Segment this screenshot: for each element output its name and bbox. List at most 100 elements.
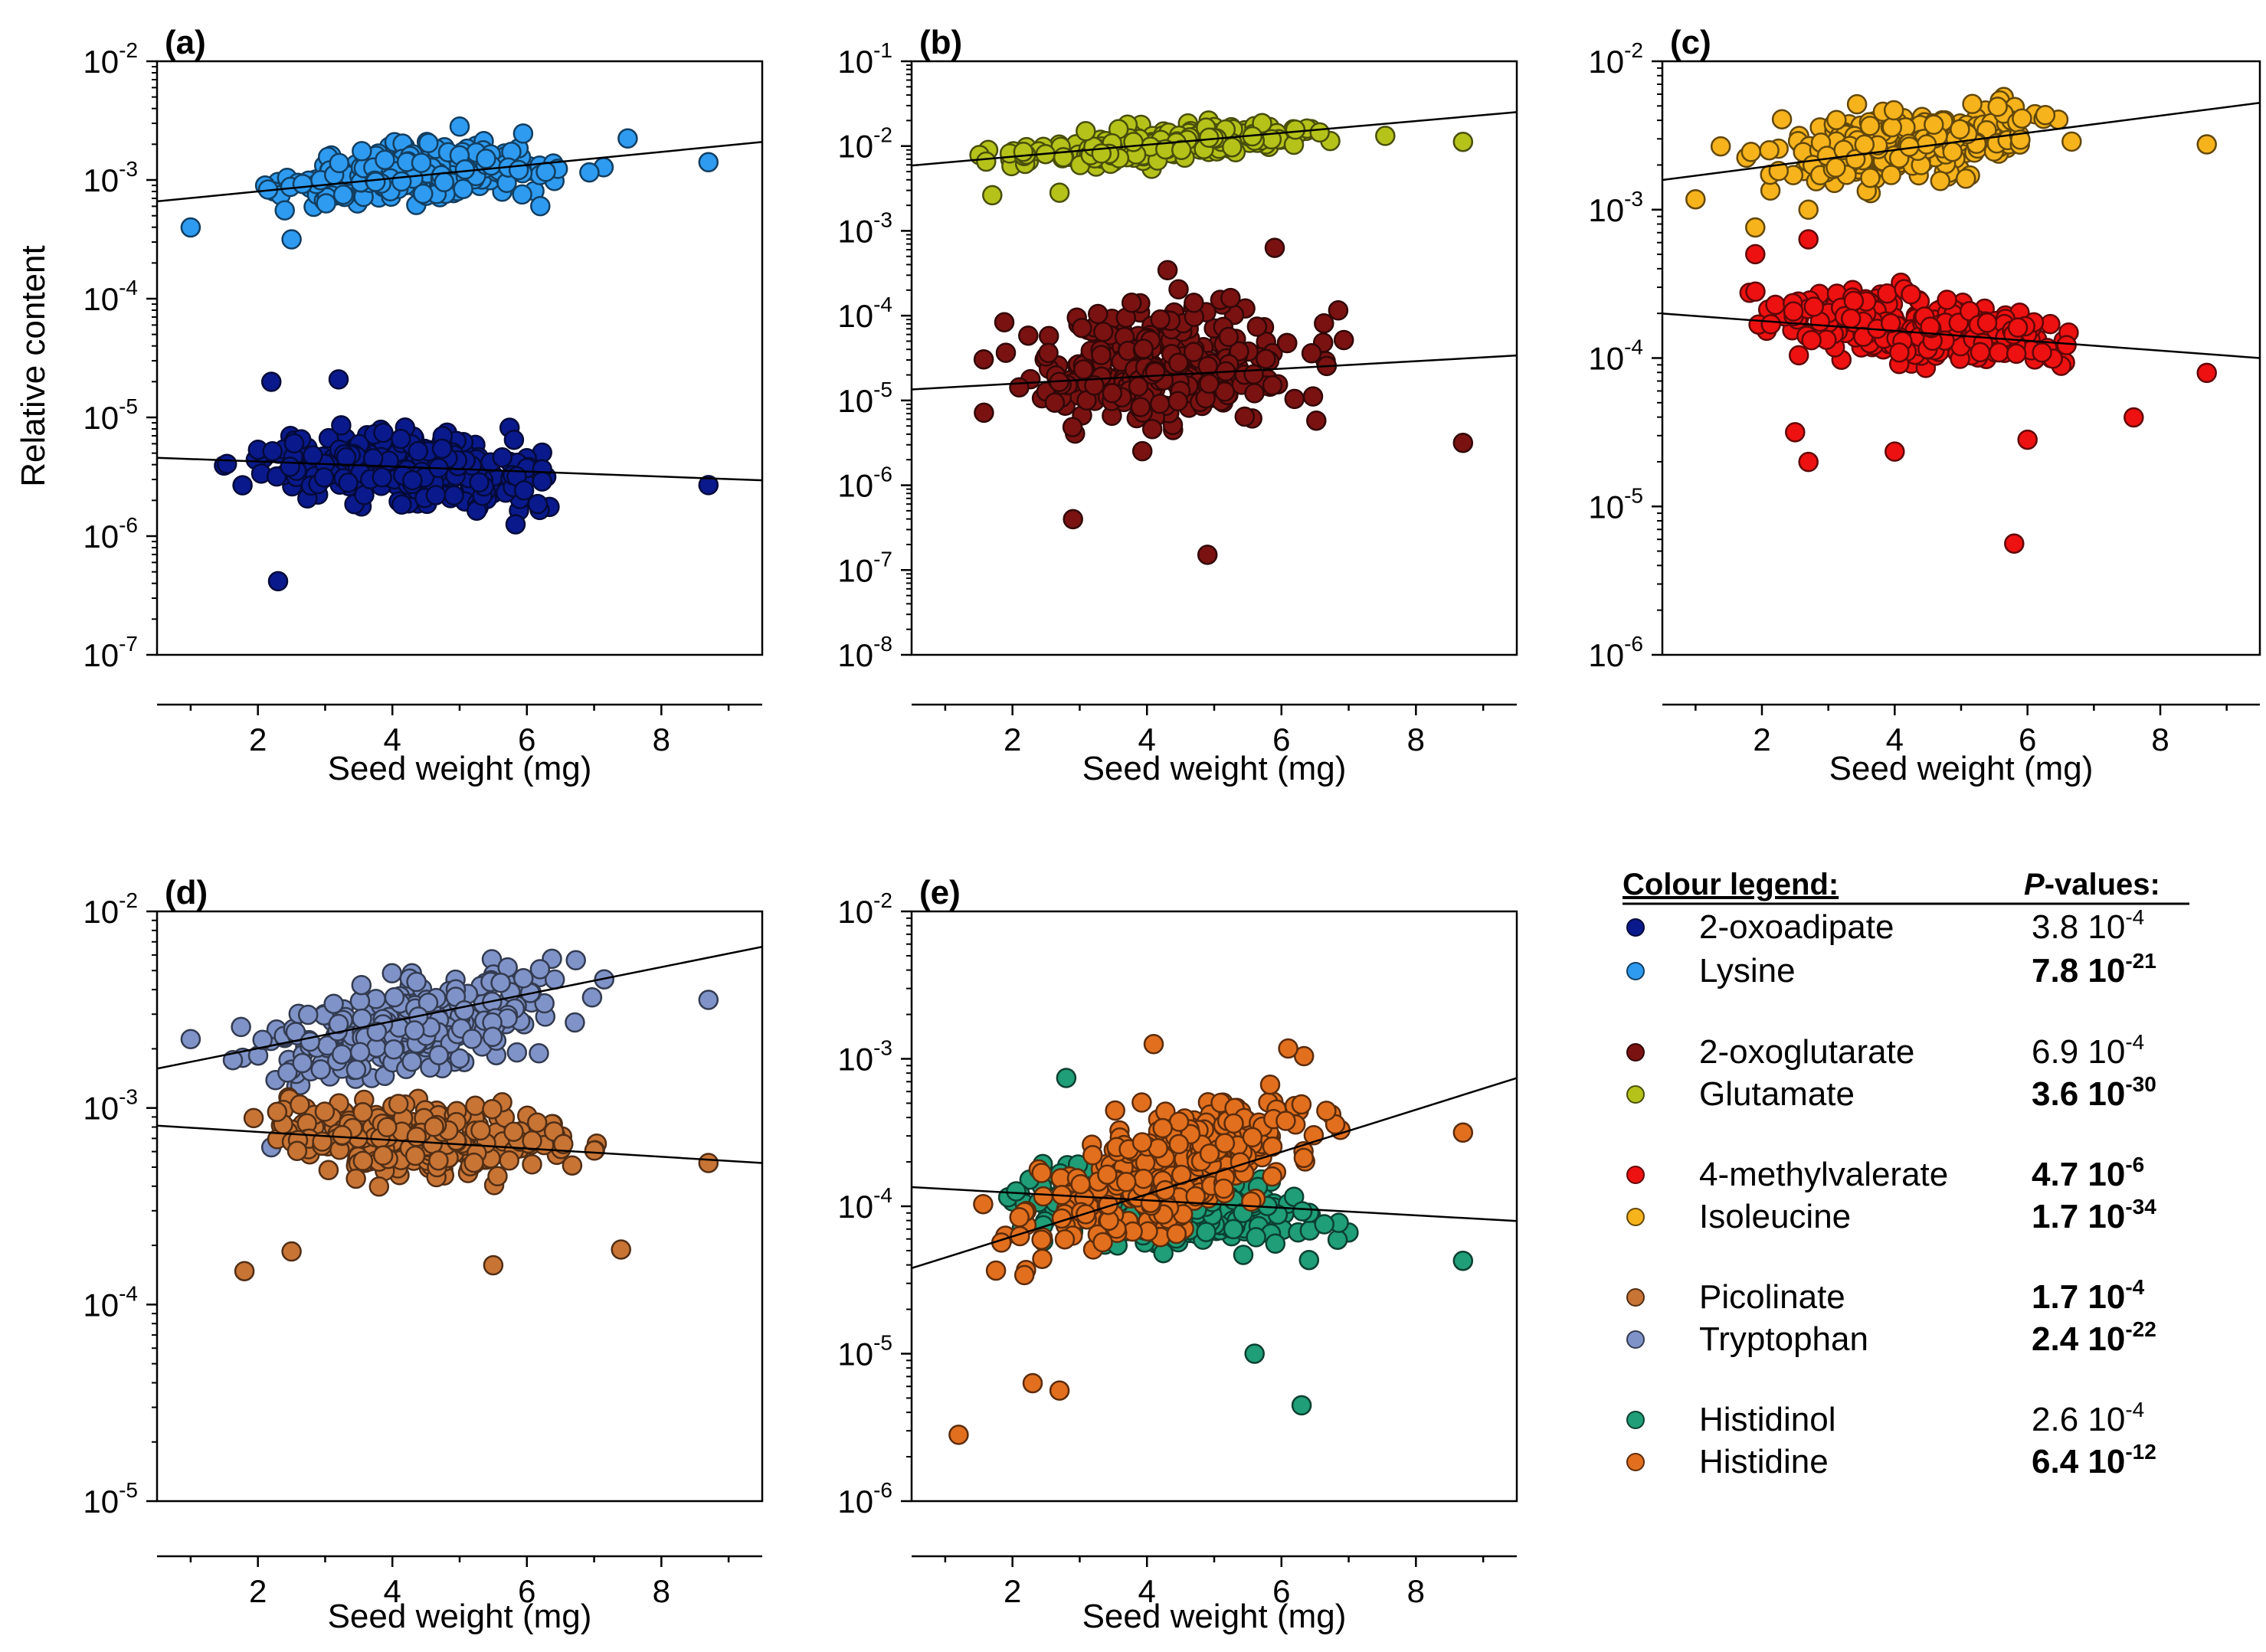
data-point <box>454 159 476 180</box>
data-point <box>303 445 323 466</box>
data-point <box>352 1101 373 1123</box>
data-point <box>352 141 372 162</box>
data-point <box>1740 142 1762 162</box>
legend-row: Histidinol 2.6 10-4 <box>1626 1398 2144 1438</box>
y-tick-label: 10-6 <box>83 513 138 554</box>
data-point <box>463 1152 484 1173</box>
plot-frame <box>910 60 1518 656</box>
plot-frame <box>156 910 764 1503</box>
data-point <box>411 152 432 173</box>
data-point <box>1220 287 1241 309</box>
data-point <box>1452 1122 1474 1143</box>
data-point <box>1826 157 1846 178</box>
legend-marker <box>1626 962 1645 980</box>
data-point <box>512 184 532 205</box>
data-point <box>1233 1245 1254 1265</box>
data-point <box>454 1000 475 1021</box>
data-point <box>402 469 423 491</box>
legend-pvalue: 7.8 10-21 <box>2032 949 2156 990</box>
y-tick-label: 10-6 <box>1588 632 1643 673</box>
data-point <box>281 229 302 250</box>
data-point <box>449 1048 470 1069</box>
panel-d: (d) 10-5 10-4 10-3 10-2 2 4 6 8 Seed weight (mg) <box>83 874 764 1635</box>
data-point <box>1854 134 1875 155</box>
data-point <box>482 1026 503 1048</box>
data-point <box>505 514 526 535</box>
legend-row: Picolinate 1.7 10-4 <box>1626 1275 2145 1316</box>
y-tick-label: 10-2 <box>837 123 892 165</box>
data-point <box>1214 381 1236 402</box>
data-point <box>1098 1194 1118 1215</box>
data-point <box>2012 108 2032 129</box>
x-tick-label: 4 <box>1886 721 1904 757</box>
data-point <box>329 152 350 174</box>
data-point <box>1168 352 1189 373</box>
data-point <box>1022 1372 1043 1394</box>
x-tick-label: 8 <box>653 1573 670 1609</box>
data-point <box>1076 121 1096 142</box>
data-point <box>508 159 529 181</box>
data-point <box>388 1094 409 1114</box>
data-point <box>1801 329 1822 351</box>
data-point <box>512 968 534 989</box>
data-point <box>1783 301 1804 322</box>
data-point <box>1788 345 1809 366</box>
data-point <box>1013 1264 1035 1286</box>
data-point <box>1301 342 1322 364</box>
data-point <box>332 184 354 205</box>
data-point <box>1102 383 1123 404</box>
data-point <box>1316 1101 1337 1121</box>
data-point <box>1143 1034 1164 1055</box>
data-point <box>698 1153 719 1173</box>
data-point <box>345 1168 366 1189</box>
data-point <box>1049 1380 1070 1401</box>
series-4-methylvalerate <box>1739 229 2217 554</box>
data-point <box>424 1117 444 1137</box>
legend-name: 2-oxoglutarate <box>1699 1033 1914 1071</box>
data-point <box>974 402 994 424</box>
data-point <box>1049 182 1070 203</box>
data-point <box>1166 1223 1187 1245</box>
data-point <box>331 1044 352 1065</box>
data-point <box>368 1176 390 1197</box>
data-points <box>912 1034 1517 1445</box>
x-tick-label: 4 <box>384 1573 401 1609</box>
x-tick-label: 8 <box>653 721 670 757</box>
data-point <box>482 1098 503 1120</box>
data-point <box>365 172 386 192</box>
y-tick-label: 10-3 <box>83 1085 138 1127</box>
data-point <box>260 371 282 392</box>
data-point <box>1091 345 1112 365</box>
data-point <box>1054 1228 1076 1250</box>
data-point <box>316 193 336 214</box>
legend-row: 4-methylvalerate 4.7 10-6 <box>1626 1153 2144 1193</box>
data-point <box>1070 1173 1091 1195</box>
data-point <box>1989 342 2009 363</box>
data-point <box>243 1107 264 1129</box>
data-point <box>1168 279 1189 300</box>
data-point <box>267 571 289 592</box>
data-point <box>1314 312 1334 334</box>
data-point <box>1859 116 1881 136</box>
panel-b: (b) 10-8 10-7 10-6 10-5 10-4 10-3 10-2 10-1 2 4 6 8 S… <box>837 24 1518 787</box>
data-point <box>280 456 300 477</box>
data-point <box>1157 260 1178 280</box>
data-point <box>1293 1147 1315 1169</box>
legend-name: 2-oxoadipate <box>1699 908 1894 946</box>
y-tick-label: 10-2 <box>837 888 892 930</box>
data-point <box>2035 105 2056 126</box>
trend-line <box>912 1186 1517 1222</box>
data-point <box>1152 1117 1173 1139</box>
data-point <box>231 1016 251 1038</box>
data-point <box>1092 1232 1113 1253</box>
data-point <box>1038 325 1059 347</box>
data-point <box>234 1261 255 1281</box>
data-point <box>377 1117 398 1138</box>
data-point <box>408 440 429 462</box>
data-point <box>1745 244 1766 265</box>
panel-e: (e) 10-6 10-5 10-4 10-3 10-2 2 4 6 8 Seed weight (… <box>837 874 1518 1635</box>
data-point <box>252 1029 273 1050</box>
data-point <box>292 173 313 195</box>
data-point <box>1044 392 1066 413</box>
data-point <box>1031 1163 1052 1183</box>
